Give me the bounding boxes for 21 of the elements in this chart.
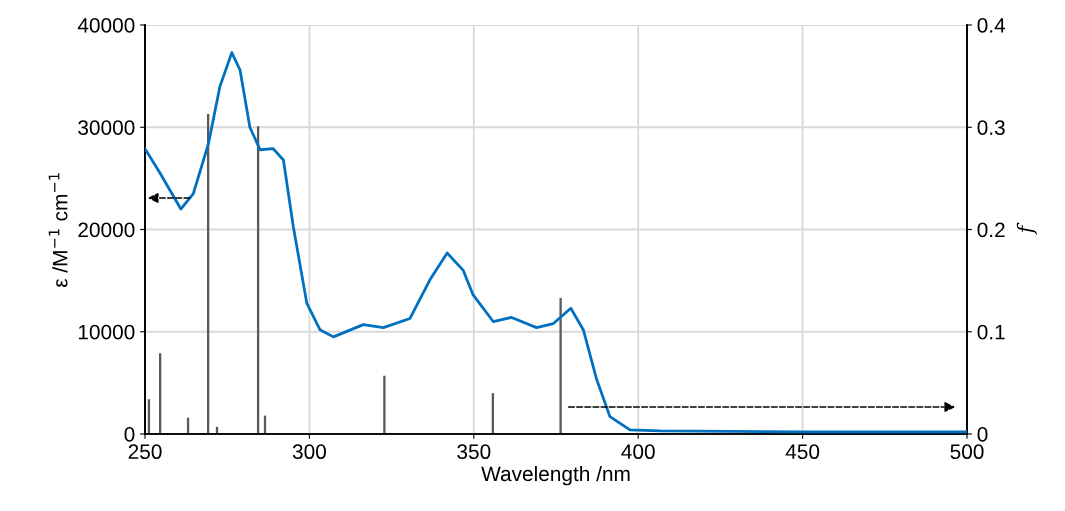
x-tick-label: 350 bbox=[457, 444, 491, 460]
bar bbox=[383, 375, 386, 434]
y-tick-label: 20000 bbox=[78, 222, 135, 238]
x-tick-label: 450 bbox=[785, 444, 820, 460]
y2-tick-label: 0.3 bbox=[977, 120, 1005, 135]
y-tick-label: 10000 bbox=[78, 324, 135, 340]
y-axis-title: ε /M$^{−1}$ cm$^{−1}$ bbox=[48, 173, 68, 288]
x-tick-label: 500 bbox=[950, 444, 984, 460]
y2-tick-label: 0.4 bbox=[977, 18, 1006, 33]
x-tick-label: 300 bbox=[292, 444, 326, 460]
y-tick-label: 40000 bbox=[77, 18, 135, 33]
y-tick-label: 0 bbox=[124, 427, 135, 442]
x-tick-label: 400 bbox=[621, 444, 655, 460]
x-axis-title: Wavelength /nm bbox=[481, 465, 630, 486]
bar bbox=[559, 298, 562, 434]
x-tick-label: 250 bbox=[128, 444, 162, 460]
y2-tick-label: 0 bbox=[977, 427, 988, 442]
y2-tick-label: 0.1 bbox=[977, 324, 1005, 340]
y2-tick-label: 0.2 bbox=[977, 222, 1005, 238]
y2-axis-title: f bbox=[1016, 222, 1037, 235]
y-tick-label: 30000 bbox=[78, 120, 135, 135]
